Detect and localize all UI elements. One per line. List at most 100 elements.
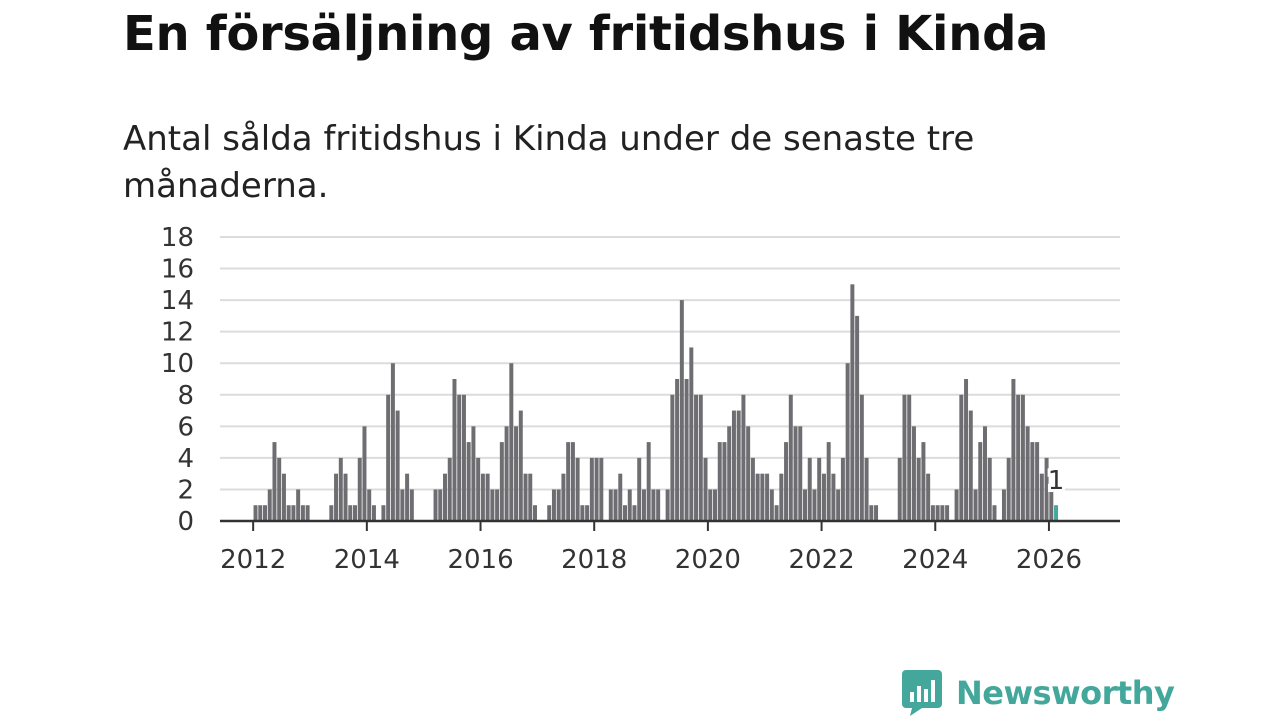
bar [855, 315, 860, 521]
bar [684, 379, 689, 521]
y-tick-label: 12 [161, 318, 194, 348]
bar [499, 442, 504, 521]
bar [575, 457, 580, 521]
bar [466, 442, 471, 521]
bar [784, 442, 789, 521]
bar [926, 473, 931, 521]
bar [338, 457, 343, 521]
bar [618, 473, 623, 521]
bar [362, 426, 367, 521]
x-tick-label: 2026 [1016, 545, 1082, 575]
bar [551, 489, 556, 521]
bar [694, 394, 699, 521]
bar [1006, 457, 1011, 521]
bar [703, 457, 708, 521]
bar [930, 505, 935, 521]
bar [386, 394, 391, 521]
bar [874, 505, 879, 521]
bar [656, 489, 661, 521]
newsworthy-chart-bubble-icon [902, 670, 942, 716]
bar [371, 505, 376, 521]
bar [836, 489, 841, 521]
bar [405, 473, 410, 521]
bar [1035, 442, 1040, 521]
bar [698, 394, 703, 521]
bar [840, 457, 845, 521]
bar [518, 410, 523, 521]
data-labels: 1 [1045, 463, 1068, 499]
bar [447, 457, 452, 521]
bar [869, 505, 874, 521]
bar [987, 457, 992, 521]
bar [973, 489, 978, 521]
bar-highlighted [1054, 505, 1059, 521]
bar [750, 457, 755, 521]
bar [528, 473, 533, 521]
bar [727, 426, 732, 521]
bar [433, 489, 438, 521]
bar [1025, 426, 1030, 521]
bar [1001, 489, 1006, 521]
bar [476, 457, 481, 521]
bar [547, 505, 552, 521]
y-tick-label: 16 [161, 255, 194, 285]
bar [978, 442, 983, 521]
bar [533, 505, 537, 521]
x-tick-label: 2020 [675, 545, 741, 575]
bar [580, 505, 585, 521]
bar [334, 473, 339, 521]
y-tick-label: 8 [177, 381, 194, 411]
bar [1044, 457, 1049, 521]
chart-subtitle: Antal sålda fritidshus i Kinda under de … [123, 119, 975, 206]
y-tick-label: 14 [161, 286, 194, 316]
bar [400, 489, 405, 521]
bar [452, 379, 457, 521]
bar [253, 505, 258, 521]
bar [300, 505, 305, 521]
bar [627, 489, 632, 521]
bar [845, 363, 850, 521]
bar [381, 505, 386, 521]
x-tick-label: 2014 [334, 545, 400, 575]
bar [807, 457, 812, 521]
bar [556, 489, 561, 521]
bar [731, 410, 736, 521]
x-tick-label: 2016 [447, 545, 513, 575]
bar [921, 442, 926, 521]
bar [272, 442, 277, 521]
bar [566, 442, 571, 521]
bar [608, 489, 613, 521]
bar [940, 505, 945, 521]
bar [679, 300, 684, 521]
bar [817, 457, 822, 521]
bar [713, 489, 717, 521]
bar [935, 505, 940, 521]
bar [902, 394, 907, 521]
bar [599, 457, 604, 521]
bar [395, 410, 400, 521]
bar [968, 410, 973, 521]
bar [983, 426, 987, 521]
bar [589, 457, 594, 521]
bar [689, 347, 694, 521]
bar [741, 394, 746, 521]
bar [670, 394, 675, 521]
highlight-data-label: 1 [1048, 466, 1065, 496]
bar [263, 505, 267, 521]
bar [504, 426, 509, 521]
bar [746, 426, 751, 521]
bar [514, 426, 519, 521]
bar [964, 379, 969, 521]
bar [343, 473, 348, 521]
bar [613, 489, 618, 521]
bar [1030, 442, 1035, 521]
bar [760, 473, 765, 521]
chart-title: En försäljning av fritidshus i Kinda [123, 6, 1049, 62]
bar [907, 394, 912, 521]
x-tick-label: 2022 [788, 545, 854, 575]
bar [461, 394, 466, 521]
bar [798, 426, 803, 521]
bar [717, 442, 722, 521]
bar [992, 505, 997, 521]
